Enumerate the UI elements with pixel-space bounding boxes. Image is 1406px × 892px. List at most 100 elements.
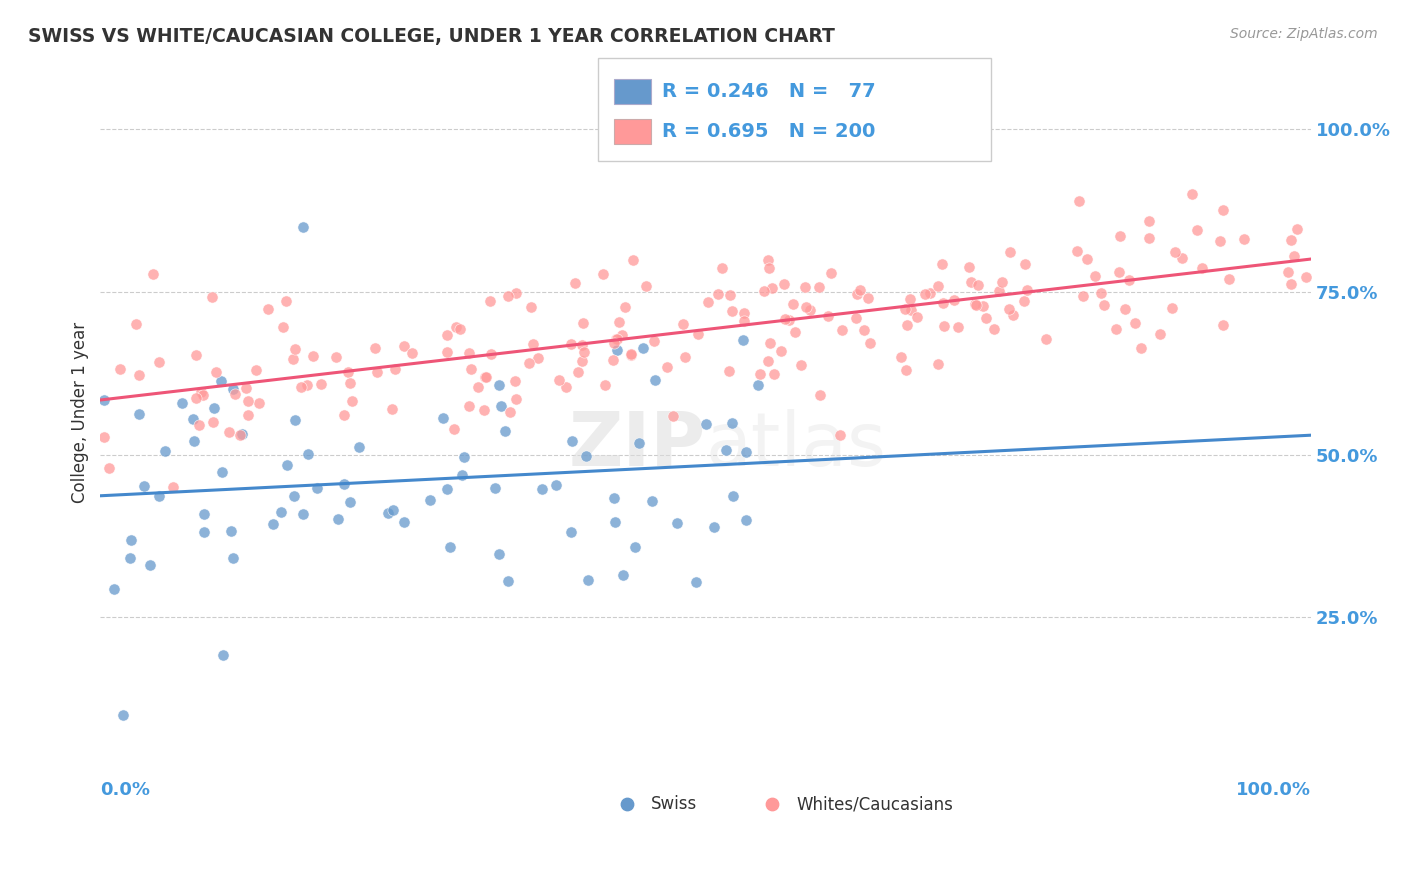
Point: [505, 374, 527, 388]
Point: [927, 357, 949, 371]
Point: [960, 275, 983, 289]
Point: [498, 288, 520, 302]
Point: [108, 362, 131, 376]
Point: [623, 540, 645, 554]
Point: [759, 336, 782, 351]
Point: [449, 321, 471, 335]
Point: [1218, 272, 1240, 286]
Point: [274, 294, 297, 309]
Point: [782, 296, 804, 310]
Point: [747, 378, 769, 392]
Point: [202, 401, 225, 416]
Point: [219, 524, 242, 538]
Point: [778, 313, 800, 327]
Point: [1212, 203, 1234, 218]
Point: [496, 574, 519, 588]
Point: [1277, 265, 1299, 279]
Point: [1066, 244, 1088, 259]
Point: [1285, 222, 1308, 236]
Point: [419, 493, 441, 508]
Point: [666, 516, 689, 531]
Point: [1137, 214, 1160, 228]
Point: [120, 551, 142, 566]
Point: [849, 283, 872, 297]
Point: [273, 319, 295, 334]
Point: [697, 294, 720, 309]
Point: [488, 548, 510, 562]
Point: [733, 333, 755, 347]
Point: [846, 287, 869, 301]
Point: [1129, 341, 1152, 355]
Point: [505, 392, 527, 406]
Point: [914, 287, 936, 301]
Point: [270, 505, 292, 519]
Point: [735, 513, 758, 527]
Point: [162, 480, 184, 494]
Point: [603, 515, 626, 529]
Point: [305, 481, 328, 495]
Point: [326, 512, 349, 526]
Point: [1232, 232, 1254, 246]
Point: [128, 407, 150, 421]
Point: [517, 356, 540, 370]
Point: [721, 417, 744, 431]
Point: [453, 450, 475, 465]
Text: atlas: atlas: [706, 409, 887, 483]
Point: [339, 376, 361, 390]
Point: [942, 293, 965, 308]
Point: [948, 320, 970, 334]
Point: [475, 370, 498, 384]
Point: [614, 301, 637, 315]
Point: [561, 434, 583, 448]
Point: [761, 281, 783, 295]
Point: [592, 267, 614, 281]
Point: [564, 276, 586, 290]
Point: [1185, 223, 1208, 237]
Point: [186, 348, 208, 362]
Point: [202, 415, 225, 429]
Point: [673, 350, 696, 364]
Point: [845, 310, 868, 325]
Point: [894, 301, 917, 316]
Point: [467, 380, 489, 394]
Point: [384, 362, 406, 376]
Point: [479, 293, 502, 308]
Point: [290, 380, 312, 394]
Point: [758, 261, 780, 276]
Point: [672, 317, 695, 331]
Text: ZIP: ZIP: [568, 409, 706, 483]
Point: [576, 573, 599, 587]
Point: [1209, 235, 1232, 249]
Point: [139, 558, 162, 573]
Point: [347, 440, 370, 454]
Point: [1171, 251, 1194, 265]
Point: [190, 384, 212, 399]
Point: [655, 359, 678, 374]
Point: [458, 345, 481, 359]
Point: [262, 516, 284, 531]
Point: [820, 266, 842, 280]
Point: [292, 507, 315, 521]
Point: [474, 369, 496, 384]
Point: [972, 299, 994, 313]
Point: [723, 490, 745, 504]
Point: [291, 219, 314, 234]
Point: [612, 568, 634, 582]
Point: [284, 342, 307, 356]
Point: [932, 295, 955, 310]
Point: [222, 551, 245, 566]
Point: [1014, 257, 1036, 271]
Point: [301, 349, 323, 363]
Point: [898, 292, 921, 306]
Point: [605, 332, 627, 346]
Point: [634, 278, 657, 293]
Text: Whites/Caucasians: Whites/Caucasians: [797, 795, 953, 814]
Point: [830, 428, 852, 442]
Point: [1161, 301, 1184, 315]
Y-axis label: College, Under 1 year: College, Under 1 year: [72, 322, 89, 503]
Point: [1282, 249, 1305, 263]
Point: [245, 363, 267, 377]
Point: [128, 368, 150, 382]
Point: [229, 427, 252, 442]
Point: [1123, 316, 1146, 330]
